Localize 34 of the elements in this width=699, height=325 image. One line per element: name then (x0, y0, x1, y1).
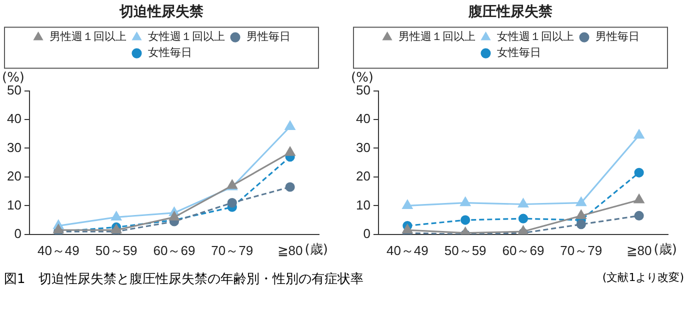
chart-title: 腹圧性尿失禁 (468, 4, 554, 20)
x-tick-label: 70～79 (211, 242, 254, 258)
legend-label: 女性週１回以上 (148, 30, 225, 44)
legend-label: 男性毎日 (246, 30, 290, 44)
y-tick-label: 20 (6, 168, 22, 184)
x-tick-label: ≧80 (626, 242, 652, 258)
x-tick-label: 40～49 (37, 242, 80, 258)
x-tick-label: 70～79 (560, 242, 602, 258)
y-tick-label: 40 (356, 111, 370, 126)
legend-label: 男性毎日 (595, 30, 640, 44)
x-tick-label: 50～59 (444, 242, 486, 258)
legend-label: 女性毎日 (496, 46, 541, 60)
y-tick-label: 0 (14, 226, 22, 241)
x-tick-label: 50～59 (95, 242, 138, 258)
x-tick-label: 60～69 (153, 242, 196, 258)
y-tick-label: 30 (356, 140, 370, 155)
y-tick-label: 20 (356, 168, 370, 184)
x-tick-label: ≧80 (277, 242, 303, 258)
x-tick-label: 60～69 (502, 242, 544, 258)
legend-label: 女性週１回以上 (496, 30, 574, 44)
y-tick-label: 0 (363, 226, 370, 241)
y-tick-label: 30 (6, 140, 22, 155)
caption: 図1 切迫性尿失禁と腹圧性尿失禁の年齢別・性別の有症状率 (4, 271, 364, 288)
y-tick-label: 10 (6, 197, 22, 212)
y-tick-label: 40 (6, 111, 22, 126)
x-axis-title: (歳) (654, 242, 677, 258)
chart-title: 切迫性尿失禁 (118, 4, 204, 20)
text: (文献1より改変) (602, 270, 684, 286)
legend-label: 男性週１回以上 (398, 30, 476, 44)
y-tick-label: 10 (356, 197, 370, 212)
legend-label: 男性週１回以上 (49, 30, 126, 44)
legend-label: 女性毎日 (148, 46, 192, 60)
x-tick-label: 40～49 (386, 242, 428, 258)
x-axis-title: (歳) (304, 242, 328, 258)
